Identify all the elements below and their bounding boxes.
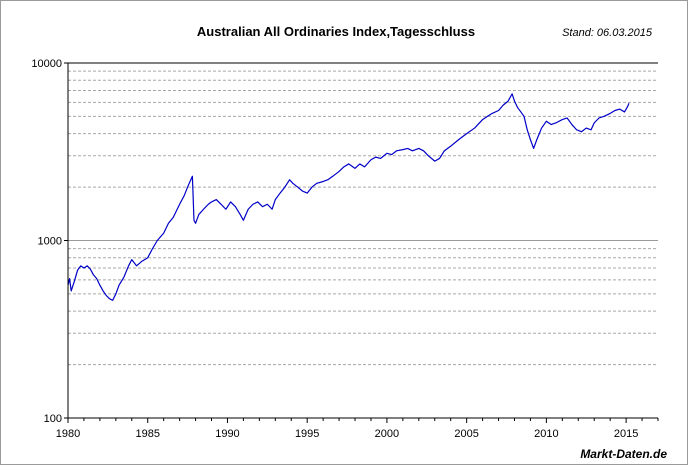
- y-tick-label: 10000: [31, 58, 62, 70]
- x-tick-label: 2000: [375, 428, 399, 440]
- date-stamp: Stand: 06.03.2015: [562, 27, 653, 39]
- y-tick-label: 100: [44, 413, 62, 425]
- x-tick-label: 2005: [454, 428, 478, 440]
- x-tick-label: 1995: [295, 428, 319, 440]
- gridlines: [68, 70, 658, 366]
- y-tick-label: 1000: [38, 236, 62, 248]
- x-tick-label: 2015: [614, 428, 638, 440]
- series-layer: [67, 93, 630, 301]
- x-tick-label: 1980: [56, 428, 80, 440]
- x-tick-label: 1985: [135, 428, 159, 440]
- x-tick-label: 1990: [215, 428, 239, 440]
- chart-title: Australian All Ordinaries Index,Tagessch…: [197, 24, 475, 39]
- series-line-0: [67, 93, 630, 301]
- x-tick-label: 2010: [534, 428, 558, 440]
- y-tick-labels: 100 1000 10000: [31, 58, 68, 425]
- source-brand: Markt-Daten.de: [580, 447, 667, 461]
- x-tick-labels: 1980 1985 1990 1995 2000 2005 2010 2015: [56, 418, 659, 440]
